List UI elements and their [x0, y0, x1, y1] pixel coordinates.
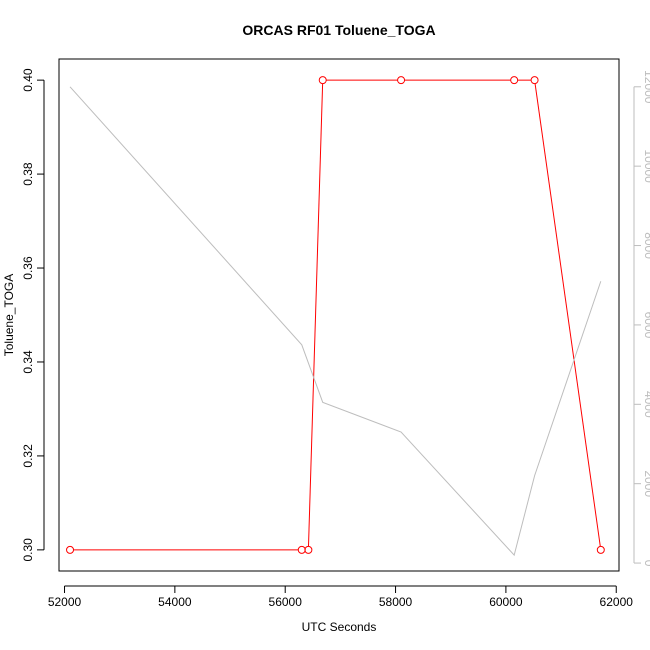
series-layer	[66, 76, 605, 557]
y-tick-label: 0.34	[21, 350, 35, 374]
series-1-line	[69, 86, 602, 557]
y2-tick-label: 4000	[642, 391, 650, 418]
x-tick-label: 62000	[600, 595, 634, 609]
series-0-point	[397, 76, 406, 85]
y2-tick-label: 6000	[642, 312, 650, 339]
x-tick-label: 58000	[379, 595, 413, 609]
y2-tick-label: 12000	[642, 70, 650, 104]
y-axis-label: Toluene_TOGA	[2, 274, 16, 357]
y2-tick-label: 10000	[642, 149, 650, 183]
y-axis-left: 0.30 0.32 0.34 0.36 0.38 0.40	[21, 68, 45, 562]
x-axis: 52000 54000 56000 58000 60000 62000	[48, 585, 634, 609]
plot-frame	[58, 58, 620, 572]
x-tick-label: 54000	[158, 595, 192, 609]
series-0-point	[530, 76, 539, 85]
y-tick-label: 0.36	[21, 256, 35, 280]
y-tick-label: 0.32	[21, 444, 35, 468]
y2-tick-label: 0	[642, 560, 650, 567]
series-0-segment	[534, 83, 601, 547]
series-0-point	[596, 545, 605, 554]
series-0-point	[510, 76, 519, 85]
y-tick-label: 0.40	[21, 68, 35, 92]
y2-tick-label: 2000	[642, 470, 650, 497]
chart-title: ORCAS RF01 Toluene_TOGA	[242, 22, 435, 38]
series-0-point	[318, 76, 327, 85]
y-tick-label: 0.38	[21, 162, 35, 186]
y-tick-label: 0.30	[21, 538, 35, 562]
series-0-point	[66, 545, 75, 554]
y2-tick-label: 8000	[642, 232, 650, 259]
x-axis-label: UTC Seconds	[302, 620, 377, 634]
x-tick-label: 60000	[489, 595, 523, 609]
y-axis-right: 0 2000 4000 6000 8000 10000 12000	[633, 70, 650, 567]
series-0-point	[297, 545, 306, 554]
x-tick-label: 56000	[269, 595, 303, 609]
series-0-point	[304, 545, 313, 554]
series-0-segment	[307, 83, 324, 547]
x-tick-label: 52000	[48, 595, 82, 609]
